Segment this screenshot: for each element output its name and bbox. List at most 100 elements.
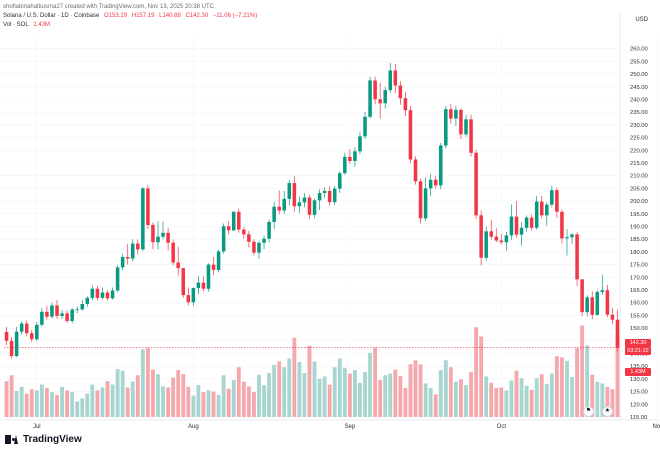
candle-body — [267, 222, 271, 239]
candle-body — [293, 183, 297, 206]
event-flag-icon[interactable]: ⚑ — [583, 406, 594, 417]
volume-bar — [217, 395, 221, 417]
volume-bar — [116, 369, 120, 417]
volume-bar — [348, 374, 352, 417]
candle-body — [601, 290, 605, 292]
candle-body — [318, 193, 322, 200]
candle-body — [227, 226, 231, 230]
volume-bar — [232, 380, 236, 417]
currency-label[interactable]: USD — [635, 17, 648, 23]
candle-body — [429, 180, 433, 189]
volume-bar — [166, 387, 170, 417]
candle-body — [121, 257, 125, 267]
volume-label[interactable]: Vol · SOL — [3, 22, 29, 28]
price-tick-label: 205.00 — [630, 186, 648, 192]
volume-bar — [555, 356, 559, 417]
volume-bar — [80, 398, 84, 417]
volume-bar — [106, 381, 110, 417]
candle-body — [368, 80, 372, 116]
volume-bar — [550, 374, 554, 417]
candle-body — [454, 110, 458, 119]
volume-bar — [363, 372, 367, 417]
volume-bar — [530, 390, 534, 417]
volume-bar — [207, 390, 211, 417]
price-tick-label: 180.00 — [630, 250, 648, 256]
volume-bar — [282, 367, 286, 417]
volume-bar — [510, 381, 514, 417]
candle-body — [444, 109, 448, 145]
volume-bar — [151, 370, 155, 417]
candle-body — [505, 235, 509, 242]
volume-bar — [181, 374, 185, 417]
volume-bar — [565, 361, 569, 417]
volume-bar — [136, 375, 140, 417]
price-chart[interactable]: 115.00120.00125.00130.00135.00140.00145.… — [0, 0, 660, 453]
candle-body — [358, 136, 362, 151]
volume-bar — [540, 374, 544, 417]
candle-body — [60, 313, 64, 316]
volume-bar — [393, 370, 397, 417]
volume-bar — [35, 390, 39, 417]
candle-body — [131, 244, 135, 259]
volume-bar — [439, 370, 443, 417]
volume-bar — [85, 394, 89, 417]
candle-body — [303, 198, 307, 203]
candle-body — [409, 110, 413, 159]
candle-body — [277, 207, 281, 211]
candle-body — [288, 183, 292, 199]
candle-body — [525, 218, 529, 228]
volume-bar — [373, 348, 377, 417]
volume-bar — [409, 364, 413, 417]
volume-bar — [358, 383, 362, 417]
volume-bar — [469, 372, 473, 417]
volume-bar — [171, 378, 175, 417]
price-tick-label: 125.00 — [630, 390, 648, 396]
volume-bar — [520, 378, 524, 417]
volume-bar — [287, 359, 291, 417]
candle-body — [449, 109, 453, 118]
candle-body — [343, 157, 347, 173]
volume-bar — [403, 388, 407, 417]
us-flag-icon[interactable]: ★ — [602, 406, 613, 417]
volume-bar — [60, 387, 64, 417]
candle-body — [545, 205, 549, 216]
countdown-badge: 03:21:22 — [625, 347, 651, 355]
price-tick-label: 255.00 — [630, 59, 648, 65]
volume-bar — [474, 327, 478, 417]
volume-bar — [191, 396, 195, 417]
brand-name: TradingView — [23, 434, 82, 445]
volume-bar — [55, 395, 59, 417]
volume-bar — [398, 376, 402, 417]
candle-body — [313, 200, 317, 214]
volume-bar — [90, 385, 94, 417]
volume-bar — [267, 373, 271, 417]
candle-body — [353, 151, 357, 161]
volume-bar — [489, 383, 493, 417]
tradingview-branding[interactable]: TradingView — [5, 434, 82, 445]
volume-bar — [25, 394, 29, 417]
volume-bar — [242, 382, 246, 417]
volume-bar — [176, 370, 180, 417]
volume-bar — [580, 326, 584, 417]
volume-bar — [504, 390, 508, 417]
candle-body — [232, 212, 236, 231]
candle-body — [20, 324, 24, 332]
candle-body — [187, 295, 191, 302]
volume-bar — [570, 377, 574, 417]
price-tick-label: 215.00 — [630, 161, 648, 167]
price-tick-label: 175.00 — [630, 263, 648, 269]
volume-bar — [262, 385, 266, 417]
candle-body — [489, 231, 493, 236]
symbol-title[interactable]: Solana / U.S. Dollar · 1D · Coinbase — [3, 13, 99, 19]
volume-bar — [479, 337, 483, 417]
candle-body — [580, 279, 584, 312]
high-value: H157.19 — [132, 13, 155, 19]
volume-bar — [419, 364, 423, 417]
candle-body — [338, 173, 342, 188]
candle-body — [500, 240, 504, 242]
candle-body — [282, 199, 286, 211]
time-tick-label: Oct — [497, 424, 507, 430]
volume-bar — [222, 375, 226, 417]
open-value: O153.29 — [104, 13, 127, 19]
change-value: −11.06 (−7.21%) — [213, 13, 257, 19]
